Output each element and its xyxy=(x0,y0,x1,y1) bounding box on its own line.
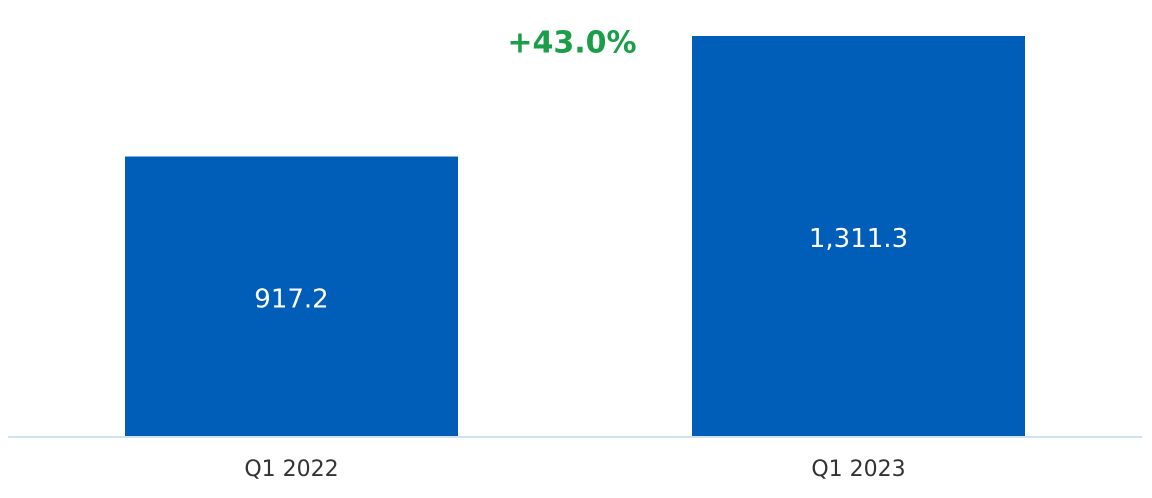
x-tick-label: Q1 2022 xyxy=(244,457,338,482)
value-label: 1,311.3 xyxy=(809,224,908,254)
value-label: 917.2 xyxy=(254,284,328,314)
bar xyxy=(692,36,1025,437)
change-annotation: +43.0% xyxy=(507,26,636,61)
x-tick-label: Q1 2023 xyxy=(811,457,905,482)
bar xyxy=(125,156,458,437)
